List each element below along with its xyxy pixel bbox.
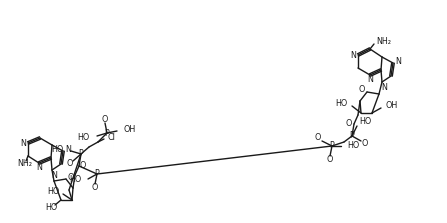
Text: N: N (350, 50, 356, 60)
Text: P: P (79, 149, 84, 159)
Text: P: P (105, 128, 110, 138)
Text: O: O (315, 134, 321, 142)
Text: P: P (329, 142, 334, 151)
Text: P: P (95, 169, 99, 178)
Text: Cl: Cl (107, 134, 115, 142)
Text: O: O (80, 161, 86, 169)
Text: O: O (68, 173, 74, 182)
Text: NH₂: NH₂ (376, 37, 391, 45)
Text: O: O (327, 155, 333, 165)
Text: HO: HO (359, 116, 371, 126)
Text: O: O (92, 184, 98, 192)
Text: HO: HO (77, 132, 89, 142)
Text: P: P (350, 132, 354, 140)
Text: N: N (20, 138, 26, 147)
Text: O: O (359, 85, 365, 95)
Text: O: O (346, 118, 352, 128)
Text: NH₂: NH₂ (17, 159, 33, 169)
Text: N: N (36, 163, 42, 173)
Text: N: N (65, 145, 71, 153)
Text: O: O (67, 159, 73, 169)
Text: N: N (395, 56, 401, 66)
Text: N: N (51, 171, 57, 180)
Text: HO: HO (47, 188, 59, 196)
Text: HO: HO (46, 202, 58, 211)
Text: N: N (381, 83, 387, 91)
Text: OH: OH (385, 101, 397, 111)
Text: HO: HO (70, 176, 82, 184)
Text: OH: OH (123, 126, 135, 134)
Text: HO: HO (52, 145, 64, 155)
Text: HO: HO (336, 99, 348, 109)
Text: N: N (367, 76, 373, 85)
Text: O: O (362, 138, 368, 147)
Text: O: O (102, 114, 108, 124)
Text: HO: HO (347, 142, 359, 151)
